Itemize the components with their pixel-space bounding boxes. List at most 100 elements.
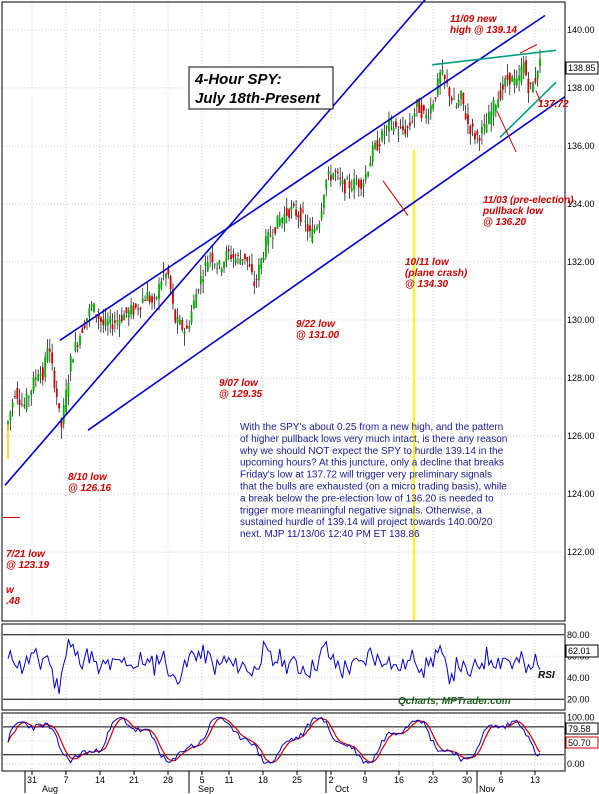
pointer-crash [382,180,409,216]
candle-body [104,318,107,327]
candle-body [141,298,144,303]
candle-body [100,317,102,323]
candle-body [188,326,191,329]
candle-body [190,311,193,323]
x-tick-label: 14 [95,775,105,785]
annotation-aug10: 8/10 low [68,472,108,483]
candle-body [313,228,316,232]
price-tick-label: 138.00 [567,83,595,93]
annotation-sep22: 9/22 low [296,319,336,330]
stoch-d-value: 50.70 [568,738,591,748]
candle-body [206,262,209,272]
x-tick-label: 9 [362,775,367,785]
candle-body [362,183,365,188]
candle-body [30,390,33,396]
candle-body [274,227,277,234]
price-candles [7,49,541,460]
candle-body [246,257,249,261]
candle-body [532,82,534,93]
candle-body [148,295,151,302]
last-price-label: 138.85 [568,63,596,73]
rising-support-line [499,81,557,138]
price-tick-label: 134.00 [567,199,595,209]
candle-body [195,293,198,308]
candle-body [434,97,437,100]
candle-body [253,281,256,287]
candle-body [336,171,339,173]
candle-body [320,210,323,219]
candle-body [443,74,446,79]
candle-body [172,289,174,304]
candle-body [16,387,19,399]
candle-body [490,111,493,125]
month-label: Sep [198,784,214,794]
chart-title-box: 4-Hour SPY: July 18th-Present [188,66,334,110]
candle-body [367,172,369,176]
candle-body [343,179,346,194]
candle-body [392,128,395,132]
x-tick-label: 25 [292,775,302,785]
candle-body [14,396,16,398]
candle-body [109,316,112,324]
candle-body [34,378,37,380]
candle-body [28,396,30,399]
candle-body [72,359,74,363]
candle-body [306,224,309,233]
commentary-line: why we should NOT expect the SPY to hurd… [239,446,504,457]
annotation-crash: 10/11 low [405,257,450,268]
candle-body [39,374,42,376]
candle-body [413,113,416,117]
candle-body [515,78,518,85]
x-tick-label: 11 [224,775,233,785]
candle-body [55,388,58,397]
candle-body [318,223,321,228]
candle-body [467,114,469,125]
candle-body [474,133,476,140]
candle-body [411,120,414,122]
stoch-panel-frame [1,712,566,772]
candle-body [211,252,214,263]
candle-body [464,113,467,120]
candle-body [120,315,123,322]
candle-body [76,345,79,347]
price-tick-label: 126.00 [567,431,595,441]
candle-body [216,268,218,270]
x-tick-label: 16 [394,775,404,785]
candle-body [355,182,358,185]
annotation-stub: w [6,585,15,596]
candle-body [499,90,502,99]
candle-body [427,117,430,119]
price-tick-label: 130.00 [567,315,595,325]
candle-body [460,91,462,99]
candle-body [497,99,500,108]
candle-body [339,177,342,179]
candle-body [525,60,527,76]
candle-body [341,180,344,185]
candle-body [239,258,242,265]
candle-body [44,357,47,378]
candle-body [116,320,119,322]
last-price-tag: 138.85 [565,61,599,75]
candle-body [348,181,351,189]
candle-body [132,305,135,315]
annotation-preelec: 11/03 (pre-election) [483,195,574,206]
candle-body [536,70,539,79]
candle-body [209,255,212,257]
candle-body [439,72,442,84]
annotation-fri: 137.72 [538,99,569,110]
candle-body [425,114,428,119]
candle-body [527,78,530,94]
candle-body [295,209,297,216]
candle-body [213,264,216,266]
candle-body [220,268,223,273]
candle-body [32,376,35,391]
candle-body [46,347,49,362]
price-tick-label: 132.00 [567,257,595,267]
annotation-high: high @ 139.14 [450,25,517,36]
candle-body [86,318,88,322]
candle-body [160,281,163,289]
candle-body [422,105,425,111]
rsi-tick-label: 80.00 [567,630,590,640]
candle-body [397,133,400,135]
